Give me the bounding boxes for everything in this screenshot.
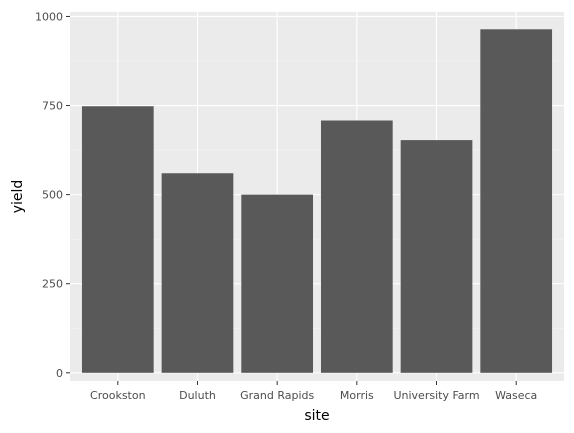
x-tick-label: Duluth — [179, 389, 216, 402]
x-tick-label: Waseca — [495, 389, 537, 402]
x-tick-label: University Farm — [393, 389, 479, 402]
bar-crookston — [81, 106, 154, 373]
y-tick-label: 1000 — [35, 10, 63, 23]
x-axis: Crookston Duluth Grand Rapids Morris Univers… — [90, 381, 537, 402]
x-tick-label: Crookston — [90, 389, 146, 402]
bar-waseca — [480, 29, 553, 373]
y-tick-label: 0 — [56, 367, 63, 380]
y-tick-label: 750 — [42, 100, 63, 113]
bar-grand-rapids — [241, 194, 314, 373]
y-axis: 0 250 500 750 1000 — [35, 10, 70, 380]
y-tick-label: 250 — [42, 278, 63, 291]
bar-morris — [320, 120, 393, 373]
x-axis-title: site — [304, 408, 329, 424]
x-tick-label: Morris — [340, 389, 374, 402]
y-tick-label: 500 — [42, 189, 63, 202]
bar-university-farm — [400, 140, 473, 373]
bar-duluth — [161, 173, 234, 373]
bars — [81, 29, 553, 373]
y-axis-title: yield — [10, 180, 26, 214]
x-tick-label: Grand Rapids — [240, 389, 314, 402]
